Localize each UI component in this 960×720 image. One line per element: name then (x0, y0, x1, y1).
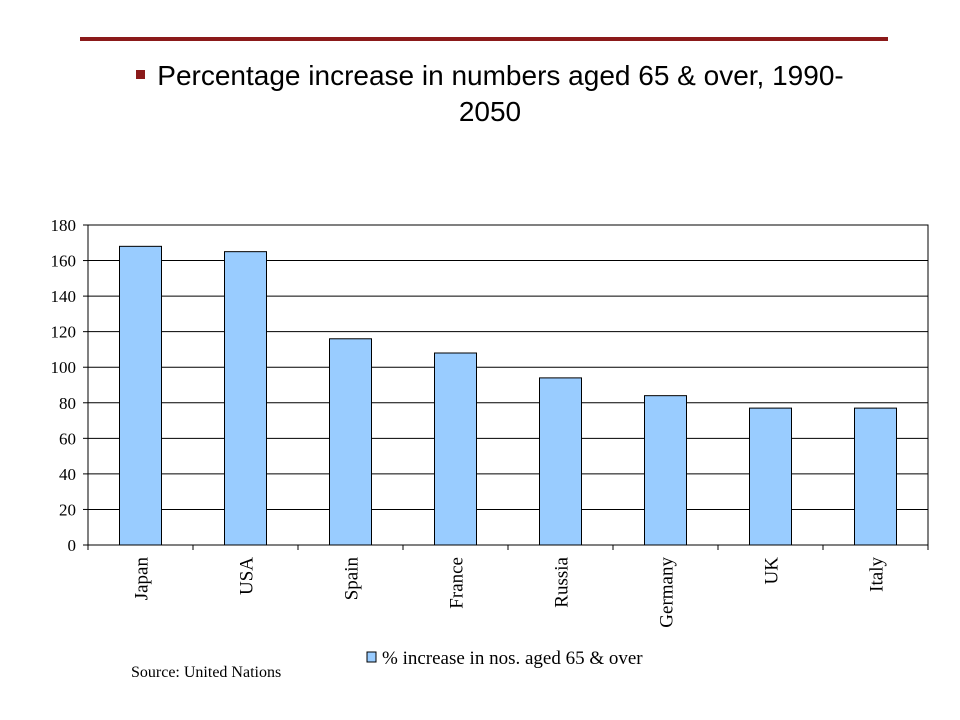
chart-axes (83, 224, 929, 550)
chart-legend: % increase in nos. aged 65 & over (366, 648, 643, 669)
y-tick-label: 20 (59, 500, 76, 519)
slide-title: Percentage increase in numbers aged 65 &… (110, 58, 870, 130)
y-tick-label: 60 (59, 429, 76, 448)
x-category-label: Italy (867, 557, 888, 592)
x-category-label: UK (762, 557, 783, 585)
bar (644, 395, 687, 546)
bar (224, 251, 267, 546)
x-category-label: Germany (657, 557, 678, 628)
y-tick-label: 120 (51, 323, 77, 342)
chart-bars (119, 245, 897, 546)
x-category-label: France (447, 557, 468, 609)
bar (749, 407, 792, 546)
square-bullet-icon (136, 70, 146, 79)
y-tick-labels: 0 20 40 60 80 100 120 140 160 180 (51, 216, 77, 555)
legend-label: % increase in nos. aged 65 & over (382, 648, 643, 669)
x-category-label: Spain (342, 557, 363, 601)
y-tick-label: 160 (51, 252, 77, 271)
x-category-label: Russia (552, 556, 573, 607)
y-tick-label: 100 (51, 358, 77, 377)
source-note: Source: United Nations (131, 664, 282, 681)
bar (434, 352, 477, 546)
x-category-labels: Japan USA Spain France Russia Germany UK Italy (132, 556, 888, 627)
chart-grid (88, 224, 928, 510)
bar (329, 338, 372, 546)
x-category-label: USA (237, 557, 258, 595)
y-tick-label: 0 (68, 536, 77, 555)
title-rule (80, 37, 888, 41)
y-tick-label: 180 (51, 216, 77, 235)
legend-swatch (366, 651, 377, 663)
y-tick-label: 80 (59, 394, 76, 413)
bar (119, 245, 162, 546)
plot-area-border (87, 224, 929, 546)
bar (854, 407, 897, 546)
slide-title-text: Percentage increase in numbers aged 65 &… (157, 60, 844, 127)
y-tick-label: 40 (59, 465, 76, 484)
y-tick-label: 140 (51, 287, 77, 306)
x-category-label: Japan (132, 557, 153, 601)
bar (539, 377, 582, 546)
